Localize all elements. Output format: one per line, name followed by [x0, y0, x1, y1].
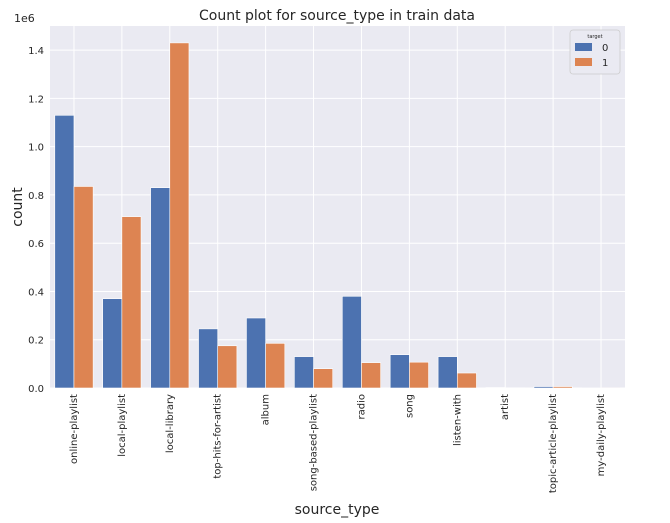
x-tick-label: radio — [356, 394, 367, 419]
x-tick-label: album — [261, 394, 272, 425]
bar-album-target-1 — [265, 343, 286, 389]
x-axis-label: source_type — [295, 502, 380, 518]
y-tick-label: 1.0 — [28, 143, 44, 154]
y-tick-label: 1.4 — [28, 46, 44, 57]
y-axis-label: count — [10, 187, 26, 227]
y-tick-labels: 0.0 0.2 0.4 0.6 0.8 1.0 1.2 1.4 — [28, 46, 44, 395]
bar-local-library-target-1 — [169, 42, 190, 389]
bar-topic-article-playlist-target-1 — [552, 386, 573, 389]
y-tick-label: 1.2 — [28, 94, 44, 105]
x-tick-label: local-library — [165, 394, 176, 453]
legend-label-0: 0 — [602, 43, 608, 54]
bar-radio-target-0 — [341, 295, 362, 389]
bar-topic-article-playlist-target-0 — [533, 386, 554, 389]
bar-local-playlist-target-0 — [102, 298, 123, 389]
bar-online-playlist-target-1 — [73, 186, 94, 389]
x-tick-label: artist — [500, 394, 511, 420]
bar-radio-target-1 — [361, 362, 381, 389]
legend: target 0 1 — [569, 29, 621, 75]
x-tick-label: local-playlist — [117, 394, 128, 457]
legend-label-1: 1 — [602, 58, 608, 69]
legend-swatch-0 — [575, 43, 592, 51]
y-tick-label: 0.6 — [28, 239, 44, 250]
bar-listen-with-target-1 — [456, 372, 477, 389]
bar-online-playlist-target-0 — [54, 114, 75, 389]
plot-background — [50, 26, 625, 388]
x-tick-labels: online-playlist local-playlist local-libra… — [69, 394, 607, 493]
x-tick-label: top-hits-for-artist — [213, 394, 224, 479]
x-tick-label: song — [404, 394, 415, 418]
x-tick-label: song-based-playlist — [309, 394, 320, 491]
chart-title: Count plot for source_type in train data — [199, 8, 475, 24]
bar-top-hits-for-artist-target-0 — [198, 328, 219, 389]
bar-song-target-1 — [409, 361, 429, 389]
bar-local-library-target-0 — [150, 187, 171, 389]
x-tick-label: online-playlist — [69, 394, 80, 464]
y-tick-label: 0.4 — [28, 287, 44, 298]
bar-listen-with-target-0 — [437, 356, 458, 389]
bar-album-target-0 — [246, 317, 266, 389]
bar-song-target-0 — [389, 354, 410, 389]
y-tick-label: 0.0 — [28, 384, 44, 395]
bars — [54, 42, 621, 389]
y-tick-label: 0.2 — [28, 336, 44, 347]
legend-title: target — [587, 34, 602, 40]
x-tick-label: my-daily-playlist — [596, 394, 607, 476]
x-tick-label: topic-article-playlist — [548, 394, 559, 493]
x-tick-label: listen-with — [452, 394, 463, 446]
bar-local-playlist-target-1 — [121, 216, 142, 389]
bar-song-based-playlist-target-1 — [313, 368, 334, 389]
y-scale-label: 1e6 — [14, 12, 35, 25]
bar-song-based-playlist-target-0 — [294, 356, 314, 389]
bar-top-hits-for-artist-target-1 — [217, 345, 238, 389]
legend-swatch-1 — [575, 58, 592, 66]
y-tick-label: 0.8 — [28, 191, 44, 202]
